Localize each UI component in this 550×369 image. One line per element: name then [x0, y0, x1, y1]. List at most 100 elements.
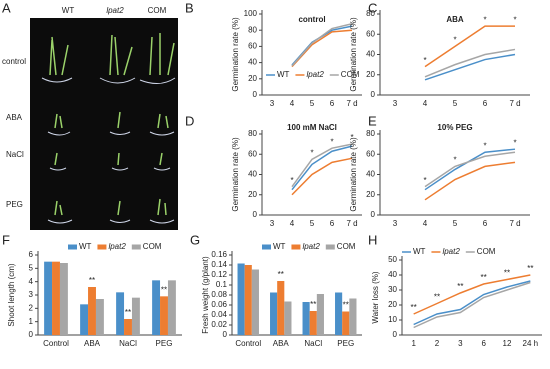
y-tick-label: 0.1 [216, 280, 228, 289]
series-line [424, 161, 516, 201]
significance: ** [481, 273, 487, 282]
legend-label: WT [413, 247, 426, 256]
y-tick-label: 0.02 [211, 320, 227, 329]
x-tick-label: 3 [393, 99, 398, 108]
x-tick-label: 5 [453, 99, 458, 108]
bar [237, 263, 245, 335]
x-tick-label: 7 d [509, 219, 520, 228]
bar [244, 265, 252, 335]
y-axis-label: Germination rate (%) [349, 17, 358, 92]
legend-label: COM [337, 242, 356, 251]
y-tick-label: 40 [248, 58, 257, 67]
significance: * [453, 156, 456, 165]
y-tick-label: 3 [29, 290, 34, 299]
bar [88, 287, 96, 335]
y-tick-label: 4 [29, 277, 34, 286]
y-tick-label: 0 [371, 90, 376, 99]
series-line [424, 151, 516, 188]
y-tick-label: 100 [244, 9, 258, 18]
x-tick-label: 12 [503, 339, 512, 348]
significance: * [513, 138, 516, 147]
significance: ** [343, 301, 349, 310]
series-line [424, 25, 515, 68]
y-axis-label: Water loss (%) [371, 271, 380, 323]
x-tick-label: 1 [411, 339, 416, 348]
legend-label: WT [273, 242, 286, 251]
significance: * [350, 133, 353, 142]
x-tick-label: ABA [84, 339, 101, 348]
x-tick-label: 3 [393, 219, 398, 228]
row-label: NaCl [6, 150, 24, 159]
x-tick-label: 5 [310, 219, 315, 228]
bar [80, 304, 89, 335]
y-tick-label: 60 [248, 149, 257, 158]
bar [302, 302, 310, 335]
series-line [291, 143, 353, 188]
y-axis-label: Germination rate (%) [231, 137, 240, 212]
x-tick-label: 6 [330, 219, 335, 228]
y-tick-label: 20 [388, 300, 397, 309]
y-tick-label: 60 [366, 29, 375, 38]
x-tick-label: 4 [290, 99, 295, 108]
bar [44, 261, 53, 335]
y-tick-label: 0 [253, 210, 258, 219]
bar [342, 311, 350, 335]
bar [251, 269, 259, 335]
series-line [413, 274, 531, 315]
photo [30, 18, 178, 230]
bar [270, 292, 278, 335]
x-tick-label: NaCl [119, 339, 137, 348]
x-tick-label: 6 [481, 339, 486, 348]
y-tick-label: 60 [248, 42, 257, 51]
legend-label: COM [477, 247, 496, 256]
series-line [291, 25, 353, 66]
y-axis-label: Fresh weight (g/plant) [201, 256, 210, 334]
y-tick-label: 6 [29, 250, 34, 259]
x-tick-label: Control [235, 339, 261, 348]
y-tick-label: 20 [248, 190, 257, 199]
significance: * [423, 176, 426, 185]
series-line [424, 148, 516, 191]
chart-title: control [298, 15, 325, 24]
y-tick-label: 10 [388, 315, 397, 324]
y-tick-label: 2 [29, 303, 34, 312]
x-tick-label: 24 h [523, 339, 539, 348]
y-tick-label: 20 [366, 70, 375, 79]
y-tick-label: 20 [366, 190, 375, 199]
y-axis-label: Shoot length (cm) [7, 263, 16, 326]
panel-label: D [185, 113, 194, 128]
x-tick-label: PEG [337, 339, 354, 348]
legend-label: WT [277, 70, 290, 79]
x-tick-label: 6 [483, 219, 488, 228]
bar [52, 261, 60, 335]
bar [335, 292, 343, 335]
bar [277, 281, 285, 335]
series-line [424, 53, 516, 81]
x-tick-label: 5 [310, 99, 315, 108]
y-tick-label: 40 [388, 270, 397, 279]
significance: ** [125, 308, 131, 317]
series-line [413, 281, 531, 329]
y-tick-label: 0 [223, 330, 228, 339]
y-tick-label: 40 [248, 170, 257, 179]
y-tick-label: 5 [29, 263, 34, 272]
legend-label: COM [341, 70, 360, 79]
panel-label: A [2, 0, 11, 15]
panel-label: G [190, 232, 200, 247]
column-label: WT [62, 6, 75, 15]
roots [41, 77, 176, 224]
y-tick-label: 0.12 [211, 270, 227, 279]
y-tick-label: 0.14 [211, 260, 227, 269]
x-tick-label: 2 [435, 339, 440, 348]
x-tick-label: 3 [270, 219, 275, 228]
bar [152, 280, 161, 335]
x-tick-label: Control [43, 339, 69, 348]
column-label: lpat2 [106, 6, 124, 15]
y-tick-label: 80 [248, 25, 257, 34]
legend-label: lpat2 [108, 242, 126, 251]
y-tick-label: 20 [248, 74, 257, 83]
y-tick-label: 1 [29, 317, 34, 326]
y-tick-label: 80 [248, 129, 257, 138]
significance: ** [278, 270, 284, 279]
